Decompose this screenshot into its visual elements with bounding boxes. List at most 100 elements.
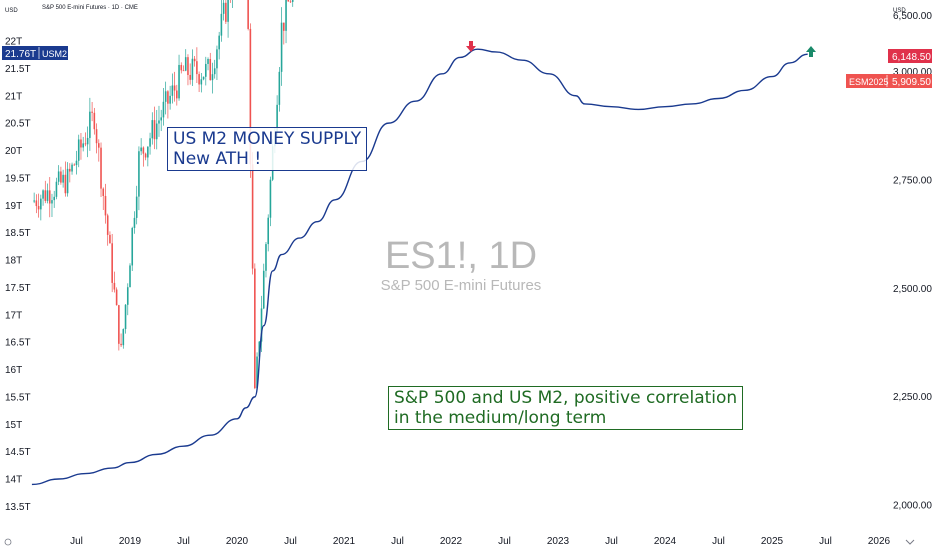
time-axis-tick: 2019 bbox=[119, 536, 142, 547]
candle-body bbox=[158, 120, 160, 124]
candle-body bbox=[182, 70, 185, 72]
candle-body bbox=[149, 138, 151, 147]
time-axis-tick: 2025 bbox=[761, 536, 784, 547]
right-axis-tick: 2,250.00 bbox=[893, 392, 932, 403]
left-axis-tick: 20.5T bbox=[5, 119, 31, 130]
candle-body bbox=[33, 200, 35, 202]
time-axis-tick: 2021 bbox=[333, 536, 356, 547]
left-axis-tick: 15T bbox=[5, 420, 22, 431]
time-axis-tick: Jul bbox=[284, 536, 297, 547]
candle-body bbox=[144, 153, 147, 158]
m2-annotation-line2: New ATH ! bbox=[173, 149, 262, 169]
candle-body bbox=[280, 22, 283, 72]
time-axis-tick: 2024 bbox=[654, 536, 677, 547]
candle-body bbox=[258, 341, 261, 357]
candle-body bbox=[147, 146, 149, 158]
resistance-badge-label: 6,148.50 bbox=[892, 52, 931, 63]
time-axis-tick: 2020 bbox=[226, 536, 249, 547]
candle-body bbox=[102, 188, 105, 196]
time-axis[interactable]: Jul 2019 Jul 2020 Jul 2021 Jul 2022 Jul 2023 Jul 20… bbox=[70, 536, 890, 547]
candle-body bbox=[162, 101, 165, 118]
candle-body bbox=[256, 356, 258, 389]
settings-icon[interactable] bbox=[905, 539, 915, 545]
left-axis-tick: 22T bbox=[5, 37, 22, 48]
candle-body bbox=[73, 164, 76, 166]
left-axis-tick: 19.5T bbox=[5, 173, 31, 184]
candle-body bbox=[200, 79, 203, 85]
time-axis-tick: Jul bbox=[819, 536, 832, 547]
right-axis-tick: 2,750.00 bbox=[893, 175, 932, 186]
candle-body bbox=[129, 265, 131, 288]
candle-body bbox=[66, 168, 69, 194]
candle-body bbox=[287, 0, 290, 2]
candle-body bbox=[120, 343, 122, 346]
m2-badge-symbol: USM2 bbox=[42, 49, 67, 59]
watermark-name: S&P 500 E-mini Futures bbox=[381, 277, 542, 294]
candle-body bbox=[187, 57, 189, 75]
time-axis-tick: Jul bbox=[605, 536, 618, 547]
candle-body bbox=[262, 270, 265, 309]
right-axis-unit: USD bbox=[893, 8, 906, 14]
candle-body bbox=[84, 143, 87, 145]
arrow-up-icon bbox=[806, 46, 816, 57]
candle-body bbox=[207, 59, 209, 64]
candle-body bbox=[225, 2, 227, 22]
time-axis-tick: Jul bbox=[391, 536, 404, 547]
left-axis[interactable]: 22T 21.5T 21T 20.5T 20T 19.5T 19T 18.5T 18T 17.5T… bbox=[5, 37, 31, 513]
candle-body bbox=[251, 164, 254, 269]
candle-body bbox=[60, 171, 62, 183]
candle-body bbox=[267, 217, 270, 245]
candle-body bbox=[198, 74, 200, 85]
m2-annotation-box[interactable]: US M2 MONEY SUPPLY New ATH ! bbox=[167, 127, 368, 171]
left-axis-tick: 14T bbox=[5, 475, 22, 486]
time-axis-tick: Jul bbox=[498, 536, 511, 547]
candle-body bbox=[53, 196, 56, 201]
candle-body bbox=[155, 123, 158, 140]
candle-body bbox=[93, 112, 96, 130]
chart-watermark: ES1!, 1D S&P 500 E-mini Futures bbox=[381, 235, 542, 294]
time-axis-tick: Jul bbox=[712, 536, 725, 547]
candle-body bbox=[48, 190, 51, 204]
candle-body bbox=[283, 22, 285, 31]
right-axis-tick: 3,000.00 bbox=[893, 67, 932, 78]
left-axis-tick: 14.5T bbox=[5, 447, 31, 458]
candle-body bbox=[35, 200, 38, 207]
candle-body bbox=[57, 171, 60, 182]
correlation-annotation-box[interactable]: S&P 500 and US M2, positive correlation … bbox=[388, 386, 744, 430]
candle-body bbox=[260, 308, 263, 342]
left-axis-tick: 19T bbox=[5, 201, 22, 212]
arrow-down-icon bbox=[466, 41, 476, 52]
candle-body bbox=[95, 129, 98, 144]
m2-value-badge: 21.76T USM2 bbox=[2, 46, 68, 60]
candle-body bbox=[291, 0, 294, 2]
candle-body bbox=[189, 74, 191, 80]
candle-body bbox=[178, 64, 180, 99]
candle-body bbox=[160, 117, 163, 121]
candle-body bbox=[193, 58, 196, 62]
candle-body bbox=[82, 143, 84, 148]
last-price-badge: ESM2025 5,909.50 bbox=[846, 74, 932, 88]
time-axis-tick: Jul bbox=[70, 536, 83, 547]
candle-body bbox=[126, 287, 129, 305]
candle-body bbox=[62, 174, 64, 183]
m2-badge-background bbox=[2, 46, 68, 60]
timezone-icon[interactable] bbox=[4, 538, 12, 546]
candle-body bbox=[124, 304, 127, 330]
left-axis-tick: 20T bbox=[5, 146, 22, 157]
candle-body bbox=[122, 329, 125, 346]
candle-body bbox=[247, 0, 249, 29]
correlation-annotation-line2: in the medium/long term bbox=[394, 408, 607, 428]
correlation-annotation-line1: S&P 500 and US M2, positive correlation bbox=[394, 388, 738, 408]
m2-badge-value: 21.76T bbox=[5, 49, 36, 60]
resistance-badge-background bbox=[888, 49, 932, 63]
candle-body bbox=[138, 151, 140, 197]
candle-body bbox=[142, 147, 145, 154]
right-axis[interactable]: 6,250.006,000.005,750.005,500.005,250.00… bbox=[893, 0, 932, 512]
candle-body bbox=[180, 64, 183, 71]
candle-body bbox=[151, 120, 154, 139]
resistance-level-badge: 6,148.50 bbox=[888, 49, 932, 63]
candle-body bbox=[104, 195, 107, 216]
candle-body bbox=[249, 28, 252, 165]
